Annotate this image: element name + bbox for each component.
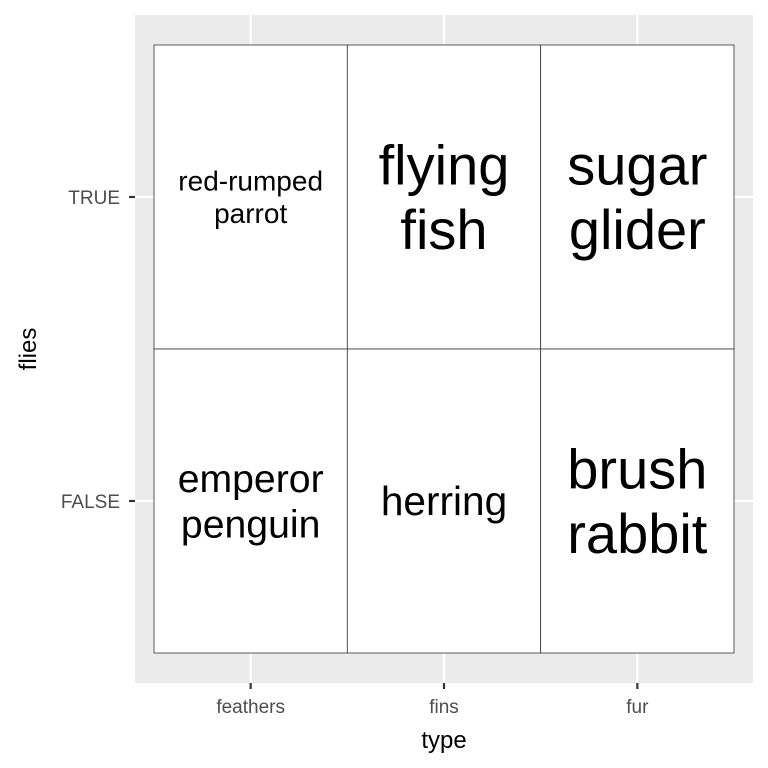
tile-label: sugar xyxy=(567,133,707,196)
tile-label: parrot xyxy=(214,198,287,229)
tile-label: emperor xyxy=(178,458,324,501)
tile-fins-false: herring xyxy=(346,348,542,654)
y-tick-label-TRUE: TRUE xyxy=(68,188,120,209)
x-tick-label-fins: fins xyxy=(429,697,459,718)
x-tick-label-fur: fur xyxy=(626,697,649,718)
tile-label: fish xyxy=(400,198,487,261)
x-axis: feathers fins fur xyxy=(216,683,649,718)
y-axis: FALSE TRUE xyxy=(61,188,135,513)
tile-rect xyxy=(346,348,542,654)
tile-rect xyxy=(540,348,735,654)
tile-rect xyxy=(346,44,542,350)
x-tick-label-feathers: feathers xyxy=(216,697,285,718)
tile-rect xyxy=(540,44,735,350)
tile-label: brush xyxy=(567,437,707,500)
x-axis-title: type xyxy=(421,727,466,754)
tile-label: herring xyxy=(381,478,507,524)
tile-label: penguin xyxy=(181,503,320,546)
tile-label: red-rumped xyxy=(178,166,323,197)
y-axis-title: flies xyxy=(15,328,42,371)
tile-label: glider xyxy=(569,198,706,261)
tile-cells: red-rumpedparrotflyingfishsugarglideremp… xyxy=(153,44,735,654)
tile-rect xyxy=(153,44,348,350)
tile-label: flying xyxy=(379,133,510,196)
y-tick-label-FALSE: FALSE xyxy=(61,492,120,513)
tile-label: rabbit xyxy=(567,502,708,565)
